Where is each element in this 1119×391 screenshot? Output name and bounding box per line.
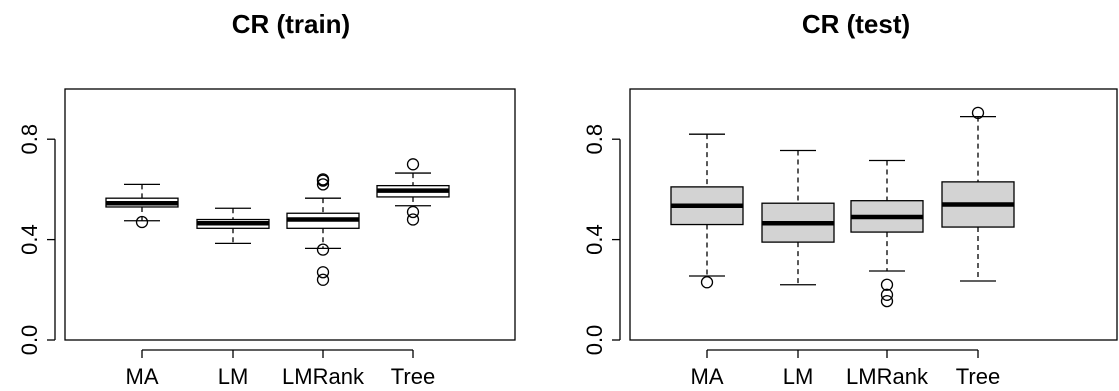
chart-title: CR (train) — [232, 9, 350, 39]
x-tick-label: MA — [126, 364, 159, 389]
outlier-point — [316, 243, 330, 256]
panel-train: CR (train) 0.0 0.4 0.8 MA LM LMRank Tree — [17, 9, 516, 389]
y-tick-label: 0.8 — [17, 124, 42, 155]
outlier-point — [406, 213, 420, 226]
outlier-point — [406, 205, 420, 219]
outlier-point — [880, 288, 894, 301]
box-lmrank — [286, 173, 360, 286]
outlier-point — [406, 158, 420, 171]
outlier-point — [316, 178, 330, 191]
box-ma — [670, 133, 744, 289]
outlier-point — [880, 294, 894, 308]
outlier-point — [135, 215, 149, 229]
box-lmrank — [850, 159, 924, 308]
y-tick-label: 0.4 — [582, 224, 607, 255]
box-tree — [941, 106, 1015, 282]
box-tree — [376, 158, 450, 226]
outlier-point — [971, 106, 985, 119]
outlier-point — [316, 273, 330, 286]
x-tick-label: Tree — [391, 364, 435, 389]
box-lm — [761, 149, 835, 286]
x-tick-label: LM — [783, 364, 814, 389]
outlier-point — [880, 278, 894, 291]
panel-test: CR (test) 0.0 0.4 0.8 MA LM LMRank Tree — [582, 9, 1118, 389]
y-tick-label: 0.8 — [582, 124, 607, 155]
box-lm — [196, 207, 270, 245]
chart-title: CR (test) — [802, 9, 910, 39]
y-tick-label: 0.4 — [17, 224, 42, 255]
outlier-point — [316, 174, 330, 187]
x-tick-label: LMRank — [846, 364, 929, 389]
x-tick-label: LM — [218, 364, 249, 389]
plot-frame — [64, 88, 516, 341]
outlier-point — [700, 276, 714, 289]
x-tick-label: LMRank — [282, 364, 365, 389]
x-tick-label: Tree — [956, 364, 1000, 389]
y-tick-label: 0.0 — [17, 325, 42, 356]
x-tick-label: MA — [691, 364, 724, 389]
box-ma — [105, 183, 179, 229]
y-tick-label: 0.0 — [582, 325, 607, 356]
plot-frame — [629, 88, 1118, 341]
outlier-point — [316, 266, 330, 279]
